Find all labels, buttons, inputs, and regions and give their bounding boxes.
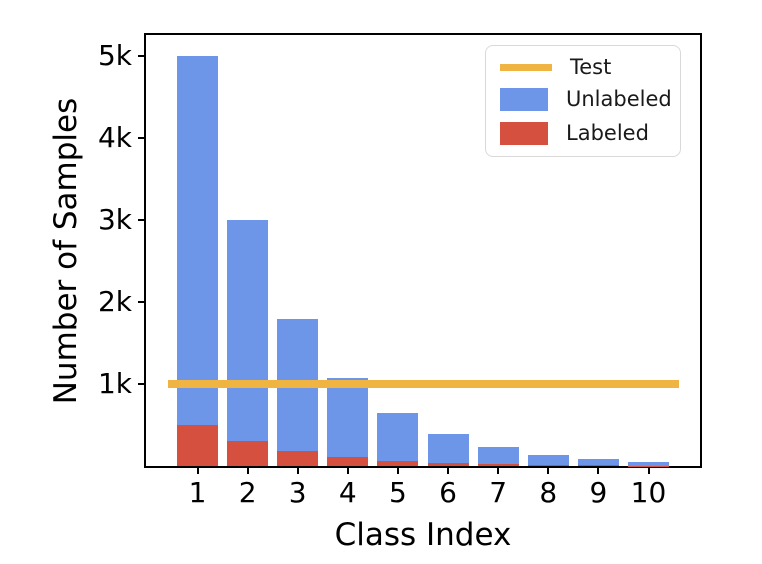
legend-entry-labeled: Labeled <box>500 120 674 145</box>
bar-segment-labeled-3 <box>277 451 319 466</box>
y-tick-label-1k: 1k <box>97 366 132 400</box>
y-axis-tick-5k <box>138 54 146 57</box>
y-tick-label-4k: 4k <box>97 120 132 154</box>
legend-line-swatch-test <box>500 64 552 72</box>
bar-segment-unlabeled-10 <box>628 461 669 466</box>
x-axis-tick-7 <box>497 466 500 474</box>
x-axis-tick-4 <box>346 466 349 474</box>
bar-segment-labeled-1 <box>177 424 218 466</box>
bar-segment-labeled-6 <box>427 462 469 466</box>
y-tick-label-3k: 3k <box>97 202 132 236</box>
bar-segment-unlabeled-9 <box>577 459 619 466</box>
legend-entry-test: Test <box>500 57 674 78</box>
x-axis-label: Class Index <box>334 517 512 553</box>
x-tick-label-5: 5 <box>389 476 407 509</box>
bar-segment-unlabeled-7 <box>477 447 519 465</box>
bar-segment-labeled-8 <box>527 464 569 466</box>
x-tick-label-8: 8 <box>539 476 558 509</box>
y-axis-tick-4k <box>138 136 146 139</box>
bar-segment-unlabeled-8 <box>527 454 569 465</box>
x-axis-tick-2 <box>246 466 249 474</box>
bar-segment-labeled-5 <box>377 460 419 466</box>
legend-label-unlabeled: Unlabeled <box>566 87 672 112</box>
bar-segment-unlabeled-5 <box>377 413 419 461</box>
x-axis-tick-10 <box>647 466 650 474</box>
bar-segment-unlabeled-1 <box>177 55 218 425</box>
legend-patch-swatch-unlabeled <box>500 88 548 112</box>
legend-entry-unlabeled: Unlabeled <box>500 87 674 112</box>
x-tick-label-6: 6 <box>439 476 457 509</box>
bar-segment-labeled-7 <box>477 464 519 466</box>
x-tick-label-7: 7 <box>489 476 508 509</box>
bar-segment-labeled-4 <box>327 457 369 466</box>
x-axis-tick-6 <box>447 466 450 474</box>
x-axis-tick-9 <box>597 466 600 474</box>
legend-label-labeled: Labeled <box>566 120 649 145</box>
legend: Test Unlabeled Labeled <box>485 45 681 157</box>
x-tick-label-9: 9 <box>589 476 608 509</box>
bar-segment-labeled-9 <box>577 465 619 466</box>
bar-segment-labeled-2 <box>227 441 269 466</box>
y-axis-tick-1k <box>138 382 146 385</box>
x-axis-tick-3 <box>296 466 299 474</box>
x-tick-label-10: 10 <box>630 476 667 509</box>
test-reference-line <box>168 379 679 388</box>
y-axis-tick-3k <box>138 218 146 221</box>
x-axis-tick-8 <box>547 466 550 474</box>
plot-area: Number of Samples Class Index Test Unlabe… <box>48 33 702 553</box>
bar-segment-unlabeled-6 <box>427 434 469 463</box>
x-tick-label-1: 1 <box>188 476 207 509</box>
x-tick-label-3: 3 <box>288 476 307 509</box>
x-tick-label-4: 4 <box>338 476 357 509</box>
x-tick-label-2: 2 <box>238 476 257 509</box>
bar-segment-unlabeled-4 <box>327 377 369 458</box>
bar-segment-unlabeled-2 <box>227 220 269 442</box>
x-axis-tick-5 <box>396 466 399 474</box>
legend-label-test: Test <box>570 55 612 80</box>
legend-patch-swatch-labeled <box>500 121 548 145</box>
x-axis-tick-1 <box>196 466 199 474</box>
y-tick-label-5k: 5k <box>97 38 132 72</box>
y-tick-label-2k: 2k <box>97 284 132 318</box>
y-axis-tick-2k <box>138 300 146 303</box>
